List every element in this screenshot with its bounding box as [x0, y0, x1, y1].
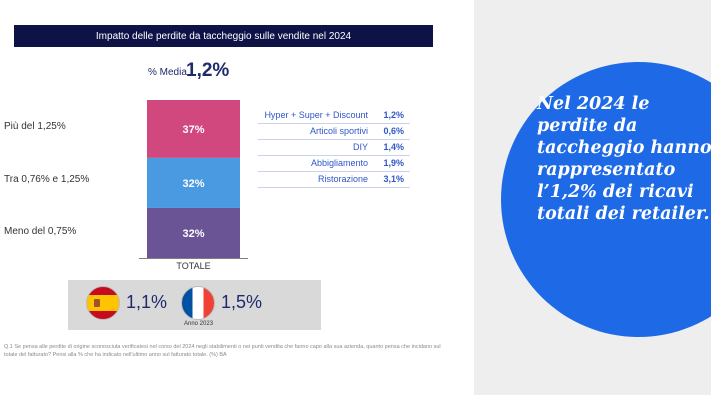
- average-label: % Media: [148, 67, 187, 78]
- legend-label-mid: Tra 0,76% e 1,25%: [4, 174, 90, 185]
- callout-text: Nel 2024 le perdite da taccheggio hanno …: [537, 94, 711, 224]
- breakdown-name: Abbigliamento: [310, 158, 368, 168]
- breakdown-name: Articoli sportivi: [309, 126, 368, 136]
- breakdown-value: 1,9%: [383, 158, 404, 168]
- legend-label-low: Meno del 0,75%: [4, 226, 77, 237]
- country-comparison: 1,1% 1,5% Anno 2023: [68, 280, 321, 330]
- france-flag-icon: [181, 286, 215, 320]
- bar-segment-1: [147, 157, 240, 208]
- year-label: Anno 2023: [184, 321, 214, 327]
- breakdown-value: 0,6%: [383, 126, 404, 136]
- bar-value-label: 32%: [182, 228, 204, 240]
- breakdown-name: DIY: [352, 142, 368, 152]
- chart-title: Impatto delle perdite da taccheggio sull…: [14, 25, 433, 47]
- breakdown-value: 1,2%: [383, 110, 404, 120]
- legend-label-high: Più del 1,25%: [4, 121, 66, 132]
- average-value: 1,2%: [186, 60, 230, 81]
- bar-segment-0: [147, 207, 240, 258]
- breakdown-row: Articoli sportivi 0,6%: [258, 124, 410, 140]
- callout-panel: Nel 2024 le perdite da taccheggio hanno …: [474, 0, 711, 395]
- callout-circle: [501, 62, 711, 337]
- spain-flag-icon: [86, 286, 120, 320]
- bar-segment-2: [147, 100, 240, 158]
- breakdown-value: 1,4%: [383, 142, 404, 152]
- france-value: 1,5%: [221, 292, 263, 312]
- breakdown-name: Ristorazione: [317, 174, 368, 184]
- x-tick-label: TOTALE: [176, 261, 210, 271]
- bar-value-label: 37%: [182, 124, 204, 136]
- chart-slide: Impatto delle perdite da taccheggio sull…: [4, 25, 441, 358]
- stacked-bar-chart: 32% 32% 37% TOTALE: [139, 100, 248, 271]
- breakdown-row: Hyper + Super + Discount 1,2%: [258, 108, 410, 124]
- breakdown-value: 3,1%: [383, 174, 404, 184]
- breakdown-row: DIY 1,4%: [258, 140, 410, 156]
- breakdown-name: Hyper + Super + Discount: [264, 110, 368, 120]
- spain-value: 1,1%: [126, 292, 168, 312]
- footnote: Q.1 Se pensa alle perdite di origine sco…: [4, 344, 441, 358]
- bar-value-label: 32%: [182, 178, 204, 190]
- breakdown-row: Ristorazione 3,1%: [258, 172, 410, 188]
- breakdown-row: Abbigliamento 1,9%: [258, 156, 410, 172]
